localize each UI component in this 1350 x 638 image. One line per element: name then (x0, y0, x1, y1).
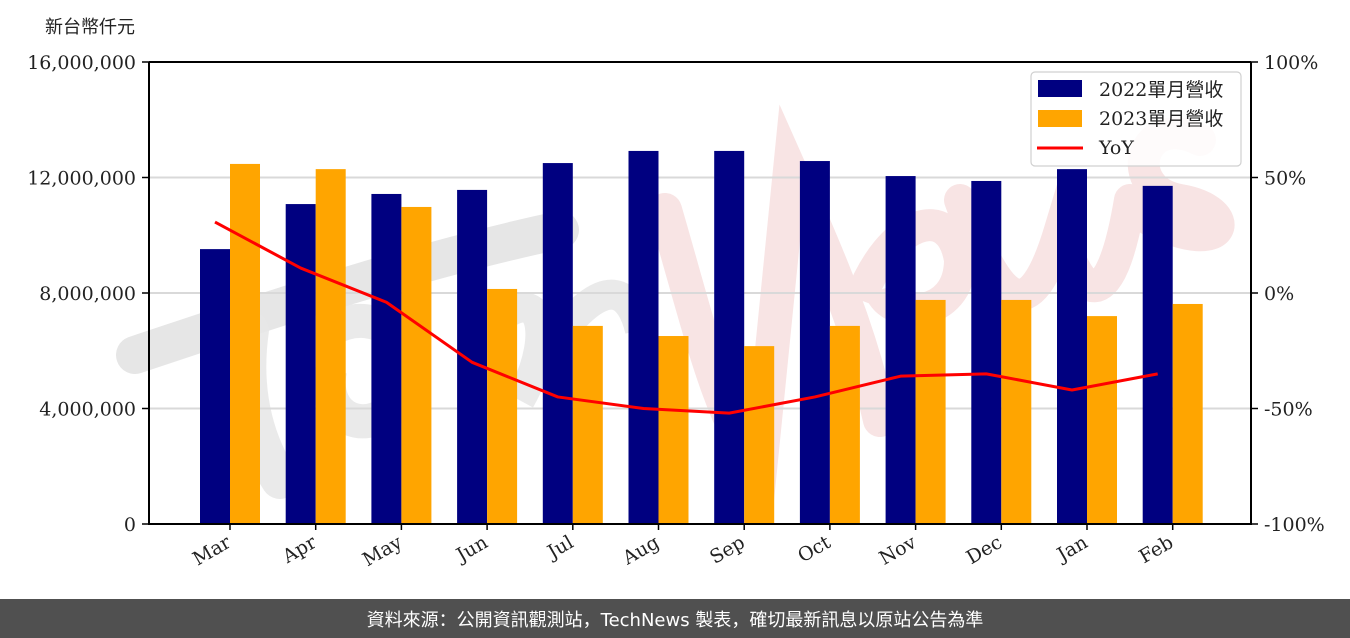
bar-2022-nov (885, 176, 916, 524)
legend-swatch-2023 (1038, 110, 1082, 127)
x-tick-label-aug: Aug (618, 531, 663, 570)
bar-2022-oct (799, 161, 830, 524)
source-footer: 資料來源：公開資訊觀測站，TechNews 製表，確切最新訊息以原站公告為準 (0, 599, 1350, 638)
bar-2023-jul (572, 325, 603, 524)
legend-label-2022: 2022單月營收 (1099, 79, 1223, 101)
right-tick-label: -100% (1264, 514, 1325, 536)
bar-2023-sep (744, 346, 775, 524)
x-tick-label-may: May (359, 531, 406, 571)
bar-2023-jun (487, 288, 518, 524)
revenue-chart: 16,000,00012,000,0008,000,0004,000,0000 … (27, 17, 1325, 571)
bar-2022-mar (200, 249, 230, 525)
bar-2023-apr (315, 169, 346, 524)
right-tick-label: -50% (1264, 399, 1313, 421)
legend-swatch-2022 (1038, 80, 1082, 97)
x-tick-label-nov: Nov (875, 531, 920, 570)
legend-label-2023: 2023單月營收 (1099, 108, 1223, 130)
bar-2023-oct (829, 325, 860, 524)
bar-2022-jan (1057, 169, 1087, 524)
axes (148, 61, 1252, 525)
bar-2022-aug (628, 150, 659, 524)
bar-2023-feb (1172, 303, 1203, 524)
bar-2022-dec (971, 180, 1002, 524)
right-tick-label: 100% (1264, 52, 1318, 74)
right-axis-ticks: 100% 50% 0% -50% -100% (1251, 52, 1325, 536)
bar-2022-apr (285, 204, 316, 524)
bar-2022-may (371, 193, 402, 525)
bar-2022-sep (714, 150, 745, 524)
legend-box (1030, 71, 1242, 167)
left-tick-label: 0 (124, 514, 136, 536)
bar-2022-jul (542, 163, 573, 524)
x-tick-label-apr: Apr (278, 531, 321, 568)
x-axis-ticks: Mar Apr May Jun Jul Aug Sep Oct Nov Dec Jan Feb (189, 524, 1177, 571)
legend: 2022單月營收 2023單月營收 YoY (1030, 71, 1242, 167)
x-tick-label-feb: Feb (1135, 531, 1177, 568)
left-axis-ticks: 16,000,000 12,000,000 8,000,000 4,000,000 0 (27, 52, 149, 536)
x-tick-label-dec: Dec (963, 531, 1006, 569)
y-axis-unit-label: 新台幣仟元 (45, 17, 135, 38)
bar-2023-jan (1087, 316, 1117, 524)
source-text: 資料來源：公開資訊觀測站，TechNews 製表，確切最新訊息以原站公告為準 (366, 609, 984, 631)
legend-label-yoy: YoY (1098, 137, 1134, 159)
left-tick-label: 4,000,000 (39, 399, 136, 421)
x-tick-label-jun: Jun (451, 531, 492, 567)
bar-2022-feb (1142, 185, 1173, 524)
x-tick-label-jan: Jan (1052, 531, 1092, 567)
bar-series (200, 150, 1203, 525)
yoy-line-series (214, 220, 1158, 415)
left-tick-label: 12,000,000 (27, 168, 136, 190)
bar-2023-nov (915, 299, 946, 524)
bar-2023-mar (230, 163, 260, 524)
x-tick-label-jul: Jul (542, 531, 577, 564)
yoy-polyline (214, 220, 1158, 415)
left-tick-label: 8,000,000 (39, 283, 136, 305)
bar-2022-jun (457, 189, 488, 524)
bar-2023-dec (1001, 299, 1032, 524)
x-tick-label-oct: Oct (794, 531, 835, 567)
x-tick-label-sep: Sep (706, 531, 749, 568)
x-tick-label-mar: Mar (189, 531, 235, 570)
left-tick-label: 16,000,000 (27, 52, 136, 74)
bar-2023-may (401, 206, 432, 524)
right-tick-label: 50% (1264, 168, 1306, 190)
bar-2023-aug (658, 336, 689, 524)
right-tick-label: 0% (1264, 283, 1294, 305)
